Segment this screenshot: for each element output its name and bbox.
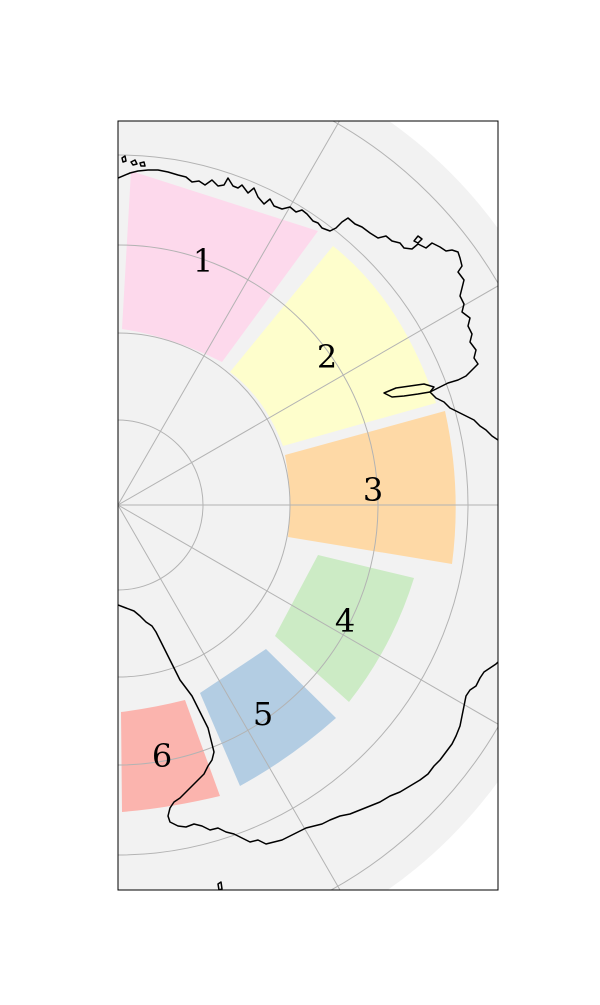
coastline-segment: [139, 161, 146, 167]
meridian-line: [118, 504, 498, 725]
meridian-line: [118, 504, 341, 890]
coastline-segment: [217, 881, 223, 890]
sector-4-label: 4: [335, 602, 355, 640]
sector-6-label: 6: [152, 737, 172, 775]
coastline-segment: [118, 169, 498, 441]
coastline-segment: [121, 155, 127, 163]
sector-2[interactable]: [230, 246, 436, 446]
coastline-segment: [118, 604, 498, 845]
map-frame: [117, 120, 499, 891]
meridian-line: [118, 121, 341, 506]
map-area: 1 2 3 4 5 6: [118, 121, 498, 890]
sector-1-label: 1: [193, 242, 213, 280]
sector-5-label: 5: [253, 695, 273, 733]
sector-4[interactable]: [275, 555, 414, 702]
graticule: [118, 121, 498, 890]
sector-1[interactable]: [122, 171, 318, 362]
meridian-line: [118, 285, 498, 506]
sector-6[interactable]: [121, 700, 220, 812]
coastline-segment: [413, 235, 423, 244]
sector-3[interactable]: [285, 411, 456, 564]
sector-labels: 1 2 3 4 5 6: [152, 242, 383, 775]
sector-3-label: 3: [363, 471, 383, 509]
coastline-segment: [130, 159, 138, 166]
coastline-segment: [383, 383, 435, 398]
coastline: [118, 155, 498, 890]
sector-2-label: 2: [317, 338, 337, 376]
